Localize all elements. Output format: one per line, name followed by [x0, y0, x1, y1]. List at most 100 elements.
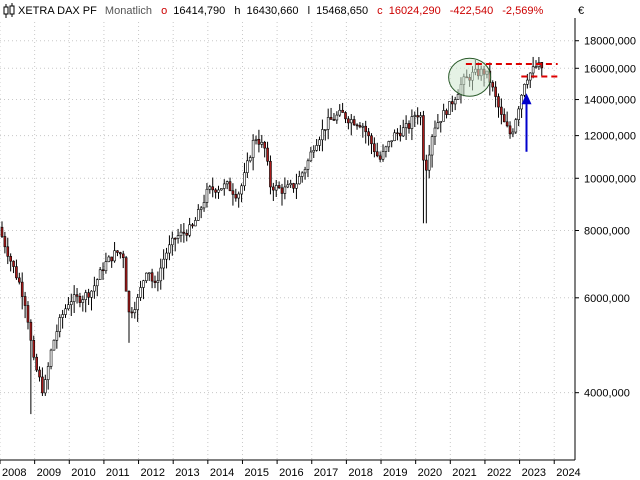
candle-body: [286, 184, 290, 188]
candle-body: [387, 141, 391, 148]
candle-body: [272, 186, 275, 191]
candle-body: [321, 129, 324, 141]
candle-body: [194, 220, 197, 227]
candle-body: [15, 266, 18, 279]
candle-body: [95, 279, 99, 287]
candle-body: [419, 115, 422, 118]
y-tick-label: 10000,000: [584, 173, 636, 185]
candle-body: [531, 66, 535, 74]
candle-body: [523, 83, 526, 96]
candle-body: [283, 186, 287, 194]
candle-body: [263, 141, 266, 149]
chart-header: XETRA DAX PF Monatlich o 16414,790 h 164…: [3, 3, 584, 18]
candle-body: [0, 226, 4, 237]
candle-body: [393, 132, 396, 142]
candle-body: [277, 185, 281, 189]
candle-body: [165, 252, 168, 260]
change-value: -422,540: [450, 5, 493, 17]
x-tick-label: 2016: [279, 467, 303, 479]
candle-body: [315, 145, 318, 151]
candle-body: [505, 121, 509, 127]
candle-body: [491, 82, 495, 88]
x-tick-label: 2013: [175, 467, 199, 479]
high-value: 16430,660: [247, 5, 299, 17]
candle-body: [64, 308, 67, 315]
candle-body: [248, 157, 252, 162]
candle-body: [517, 108, 520, 120]
candle-body: [84, 292, 88, 300]
candle-body: [41, 376, 44, 394]
candle-body: [12, 260, 15, 267]
candle-body: [251, 139, 255, 158]
candle-body: [326, 117, 330, 130]
svg-text:XETRA DAX PF Monatlich: XETRA DAX PF Monatlich o 16414,790 h 164…: [18, 5, 543, 17]
candle-body: [323, 129, 327, 131]
y-axis: 4000,000 6000,000 8000,000 10000,000 12000,0…: [574, 18, 636, 460]
candle-body: [364, 125, 368, 133]
candle-body: [332, 119, 336, 121]
candle-body: [367, 131, 370, 137]
candle-body: [413, 115, 417, 117]
candle-body: [214, 189, 217, 193]
candle-body: [306, 160, 310, 170]
chart-grid: [0, 22, 575, 460]
x-tick-label: 2015: [244, 467, 268, 479]
candle-body: [136, 297, 139, 310]
candle-body: [390, 140, 393, 143]
candle-body: [78, 295, 82, 303]
candle-body: [113, 250, 116, 262]
close-value: 16024,290: [389, 5, 441, 17]
candle-body: [67, 304, 70, 310]
candlestick-icon: [3, 3, 15, 18]
x-tick-label: 2018: [348, 467, 372, 479]
candle-body: [208, 186, 212, 190]
candle-body: [257, 138, 261, 145]
x-axis: 2008 2009 2010 2011 2012 2013 2014 2015 2016 2017…: [0, 459, 581, 479]
candle-body: [55, 331, 59, 341]
candle-body: [217, 189, 220, 193]
candle-body: [185, 232, 189, 236]
candle-body: [370, 135, 373, 145]
candle-body: [211, 186, 215, 191]
candle-body: [61, 314, 64, 318]
candle-body: [404, 123, 408, 129]
candle-body: [176, 235, 180, 239]
candle-body: [396, 132, 399, 135]
candle-body: [508, 125, 512, 135]
candle-body: [303, 169, 307, 174]
candle-body: [104, 261, 108, 272]
y-tick-label: 18000,000: [584, 36, 636, 48]
candle-body: [260, 141, 264, 145]
candle-body: [26, 305, 30, 323]
candle-body: [329, 117, 333, 120]
candle-body: [399, 132, 402, 137]
x-tick-label: 2010: [71, 467, 95, 479]
candle-body: [502, 114, 506, 123]
candle-body: [312, 149, 316, 153]
candle-body: [205, 188, 209, 203]
arrow-up-head: [521, 93, 532, 105]
x-tick-label: 2020: [418, 467, 442, 479]
candle-body: [298, 176, 301, 185]
candle-body: [410, 116, 414, 129]
candle-body: [526, 79, 529, 85]
candle-body: [196, 209, 200, 221]
candle-body: [75, 294, 79, 297]
candle-body: [378, 155, 382, 160]
candle-body: [145, 272, 148, 281]
candle-body: [355, 124, 359, 127]
x-tick-label: 2012: [141, 467, 165, 479]
candle-body: [46, 366, 50, 380]
candle-body: [133, 309, 137, 314]
candle-body: [436, 122, 440, 129]
y-tick-label: 4000,000: [584, 388, 630, 400]
candle-body: [173, 237, 177, 240]
candle-body: [349, 119, 353, 124]
candle-body: [162, 258, 165, 269]
x-tick-label: 2017: [314, 467, 338, 479]
candle-body: [352, 119, 356, 126]
candle-body: [358, 125, 362, 128]
y-tick-label: 6000,000: [584, 293, 630, 305]
candle-body: [52, 339, 56, 351]
